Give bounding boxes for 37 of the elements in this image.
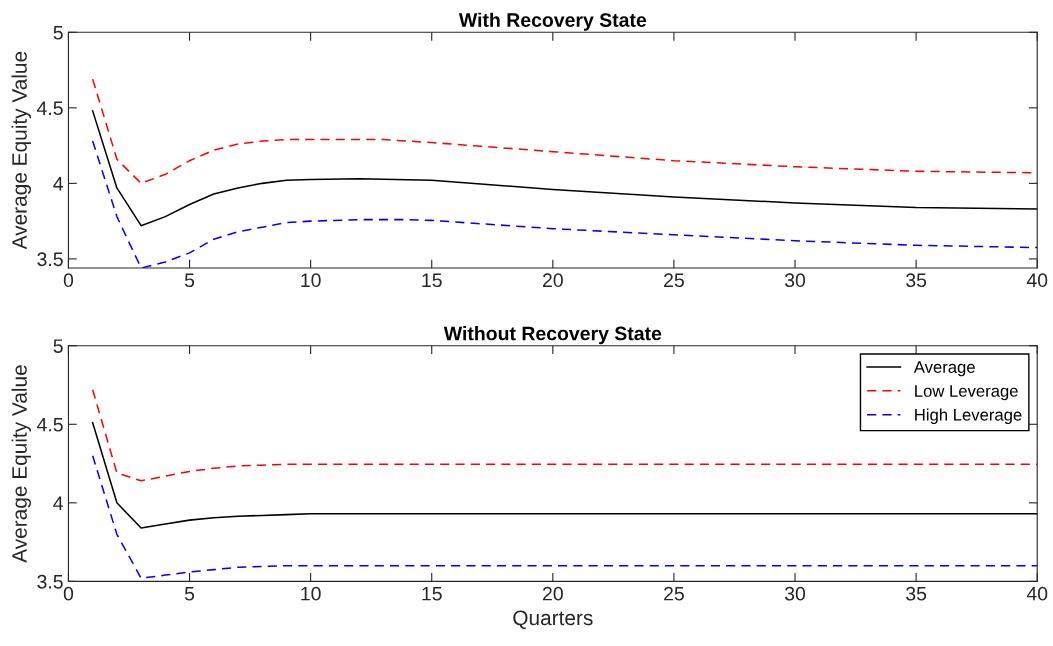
x-tick-label: 0 — [63, 273, 74, 288]
y-tick-label: 4 — [53, 177, 64, 191]
x-tick-label: 20 — [542, 273, 563, 288]
x-tick-label: 30 — [784, 586, 806, 601]
chart-title: With Recovery State — [458, 12, 647, 31]
x-axis-title: Quarters — [513, 610, 593, 629]
y-tick-label: 5 — [53, 25, 63, 40]
y-tick-label: 3.5 — [37, 574, 63, 589]
x-tick-label: 5 — [184, 586, 195, 601]
y-tick-label: 4.5 — [37, 417, 63, 432]
y-tick-label: 4.5 — [37, 101, 63, 116]
x-tick-label: 35 — [906, 273, 927, 288]
x-tick-label: 10 — [301, 273, 321, 288]
x-tick-label: 20 — [542, 586, 563, 601]
legend-label: Average — [913, 361, 975, 377]
y-axis-title: Average Equity Value — [11, 365, 31, 563]
y-tick-label: 3.5 — [37, 252, 63, 267]
x-tick-label: 0 — [63, 586, 74, 601]
x-tick-label: 5 — [184, 273, 195, 288]
y-axis-title: Average Equity Value — [11, 51, 31, 250]
line-series — [91, 140, 1038, 268]
y-tick-label: 4 — [53, 496, 64, 510]
y-tick-label: 5 — [53, 339, 63, 353]
chart-title: Without Recovery State — [443, 326, 662, 345]
x-tick-label: 15 — [422, 273, 442, 288]
x-tick-label: 10 — [301, 586, 321, 601]
legend-label: Low Leverage — [915, 385, 1018, 401]
x-tick-label: 40 — [1026, 586, 1048, 601]
x-tick-label: 15 — [422, 586, 442, 601]
x-tick-label: 40 — [1026, 273, 1048, 288]
line-series — [91, 110, 1038, 227]
x-tick-label: 30 — [784, 273, 806, 288]
x-tick-label: 35 — [906, 586, 927, 601]
legend-label: High Leverage — [915, 408, 1022, 425]
line-series — [91, 454, 1038, 580]
x-tick-label: 25 — [664, 586, 684, 601]
x-tick-label: 25 — [664, 273, 684, 288]
